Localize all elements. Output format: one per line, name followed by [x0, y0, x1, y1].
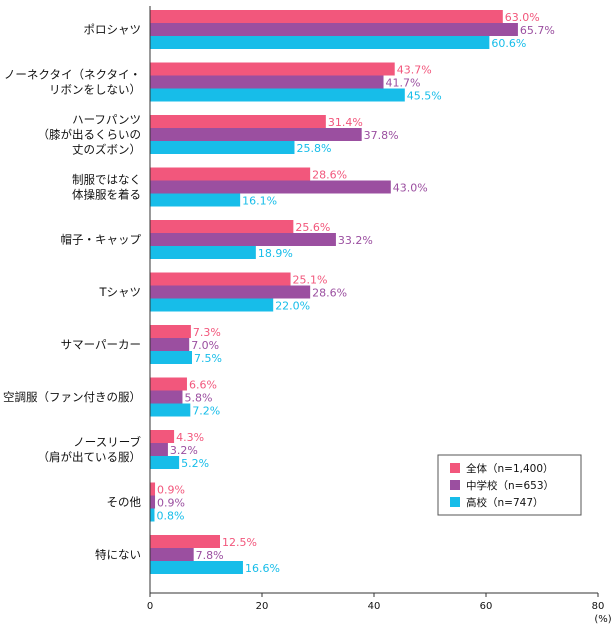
legend-label-2: 高校（n=747） — [466, 496, 544, 509]
value-label-series0-cat1: 43.7% — [397, 64, 432, 77]
bar-series0-cat9 — [150, 482, 156, 496]
value-label-series0-cat8: 4.3% — [176, 431, 204, 444]
bar-series0-cat6 — [150, 325, 191, 338]
bars-layer — [150, 10, 518, 574]
category-label-9: その他 — [107, 495, 142, 509]
value-label-series1-cat10: 7.8% — [196, 549, 224, 562]
bar-series1-cat7 — [150, 390, 183, 404]
x-tick-label-2: 40 — [368, 601, 381, 612]
category-label-8: ノースリーブ（肩が出ている服） — [38, 435, 142, 464]
x-tick-label-3: 60 — [480, 601, 493, 612]
legend-label-1: 中学校（n=653） — [466, 479, 554, 492]
value-label-series0-cat10: 12.5% — [222, 536, 257, 549]
bar-series1-cat1 — [150, 75, 384, 89]
category-label-1: ノーネクタイ（ネクタイ・リボンをしない） — [4, 68, 141, 97]
bar-series0-cat1 — [150, 62, 395, 76]
value-label-series0-cat7: 6.6% — [189, 379, 217, 392]
bar-series2-cat5 — [150, 298, 274, 312]
bar-series2-cat2 — [150, 141, 295, 154]
x-unit-label: (%) — [594, 614, 611, 625]
bar-series1-cat9 — [150, 495, 156, 509]
bar-series0-cat8 — [150, 430, 175, 443]
value-label-series1-cat4: 33.2% — [338, 234, 373, 247]
axis-layer: 0 20 40 60 80 (%) — [147, 6, 612, 625]
category-label-10: 特にない — [95, 548, 141, 562]
value-label-series2-cat4: 18.9% — [258, 247, 293, 260]
category-label-6: サマーパーカー — [61, 338, 141, 352]
labels-layer: 63.0%65.7%60.6% ポロシャツ 43.7%41.7%45.5% ノーネクタ… — [3, 11, 555, 575]
bar-series2-cat7 — [150, 403, 191, 417]
legend-swatch-2 — [450, 497, 460, 507]
bar-series0-cat3 — [150, 167, 311, 181]
value-label-series1-cat5: 28.6% — [312, 287, 347, 300]
value-label-series1-cat8: 3.2% — [170, 444, 198, 457]
bar-series0-cat10 — [150, 535, 220, 548]
value-label-series0-cat3: 28.6% — [312, 169, 347, 182]
bar-series2-cat9 — [150, 508, 155, 522]
bar-series0-cat0 — [150, 10, 503, 23]
bar-series1-cat0 — [150, 23, 518, 36]
value-label-series2-cat1: 45.5% — [407, 90, 442, 103]
value-label-series2-cat7: 7.2% — [192, 405, 220, 418]
value-label-series0-cat2: 31.4% — [328, 116, 363, 129]
x-tick-label-0: 0 — [147, 601, 153, 612]
value-label-series0-cat9: 0.9% — [157, 484, 185, 497]
bar-series0-cat7 — [150, 377, 187, 391]
bar-series2-cat0 — [150, 36, 490, 49]
bar-series2-cat3 — [150, 193, 241, 207]
value-label-series2-cat10: 16.6% — [245, 562, 280, 575]
bar-series1-cat6 — [150, 338, 190, 351]
value-label-series1-cat9: 0.9% — [157, 497, 185, 510]
bar-series1-cat5 — [150, 285, 311, 299]
category-label-0: ポロシャツ — [84, 23, 142, 37]
value-label-series0-cat6: 7.3% — [193, 326, 221, 339]
bar-series1-cat10 — [150, 548, 194, 561]
category-label-2: ハーフパンツ（膝が出るくらいの丈のズボン） — [38, 113, 142, 157]
bar-series2-cat10 — [150, 561, 243, 574]
x-tick-label-4: 80 — [592, 601, 605, 612]
bar-series0-cat4 — [150, 220, 294, 233]
value-label-series1-cat7: 5.8% — [184, 392, 212, 405]
category-label-4: 帽子・キャップ — [61, 233, 142, 247]
bar-series0-cat2 — [150, 115, 326, 128]
value-label-series0-cat4: 25.6% — [295, 221, 330, 234]
bar-series1-cat2 — [150, 128, 362, 141]
value-label-series1-cat0: 65.7% — [520, 24, 555, 37]
value-label-series0-cat5: 25.1% — [293, 274, 328, 287]
bar-series1-cat4 — [150, 233, 336, 246]
bar-series2-cat8 — [150, 456, 180, 469]
bar-series1-cat8 — [150, 443, 168, 456]
value-label-series1-cat6: 7.0% — [191, 339, 219, 352]
legend-box — [437, 454, 582, 516]
bar-series1-cat3 — [150, 180, 391, 194]
category-label-3: 制服ではなく体操服を着る — [72, 173, 141, 202]
legend-label-0: 全体（n=1,400） — [466, 462, 554, 475]
value-label-series2-cat2: 25.8% — [296, 142, 331, 155]
value-label-series2-cat3: 16.1% — [242, 195, 277, 208]
value-label-series1-cat1: 41.7% — [386, 77, 421, 90]
value-label-series2-cat9: 0.8% — [156, 510, 184, 523]
bar-series2-cat6 — [150, 351, 192, 364]
value-label-series2-cat6: 7.5% — [194, 352, 222, 365]
category-label-7: 空調服（ファン付きの服） — [3, 390, 141, 404]
value-label-series2-cat8: 5.2% — [181, 457, 209, 470]
legend-swatch-0 — [450, 463, 460, 473]
category-label-5: Tシャツ — [98, 285, 141, 299]
value-label-series0-cat0: 63.0% — [505, 11, 540, 24]
legend: 全体（n=1,400） 中学校（n=653） 高校（n=747） — [437, 454, 582, 516]
value-label-series2-cat5: 22.0% — [275, 300, 310, 313]
bar-series0-cat5 — [150, 272, 291, 286]
x-tick-label-1: 20 — [256, 601, 269, 612]
bar-series2-cat1 — [150, 88, 405, 102]
legend-swatch-1 — [450, 480, 460, 490]
value-label-series2-cat0: 60.6% — [491, 37, 526, 50]
value-label-series1-cat2: 37.8% — [364, 129, 399, 142]
value-label-series1-cat3: 43.0% — [393, 182, 428, 195]
bar-series2-cat4 — [150, 246, 256, 259]
